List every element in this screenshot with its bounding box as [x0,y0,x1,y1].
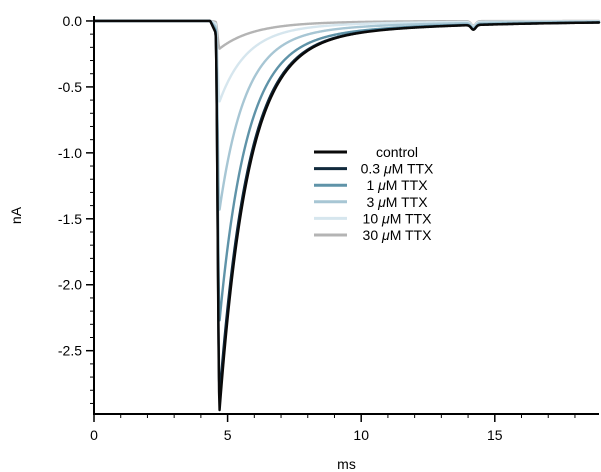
trace-0-3 [92,19,601,397]
legend-label: 30 μM TTX [363,227,433,243]
trace-1 [92,19,601,322]
legend-label: 10 μM TTX [363,210,433,226]
x-tick-label: 10 [353,427,369,443]
y-tick-label: 0.0 [63,13,83,29]
axes-layer [93,16,599,415]
y-axis-title: nA [8,206,24,224]
traces-layer [92,19,601,412]
y-tick-label: -1.0 [58,145,82,161]
trace-control [92,19,601,412]
y-tick-label: -1.5 [58,211,82,227]
ticks-layer: 0 5 10 15 0.0 -0.5 -1.0 -1.5 -2.0 -2.5 [58,13,576,443]
x-tick-label: 15 [487,427,503,443]
y-tick-label: -2.5 [58,343,82,359]
legend-label: control [376,144,418,160]
x-tick-label: 5 [224,427,232,443]
legend-label: 0.3 μM TTX [361,161,434,177]
x-axis-title: ms [337,456,356,472]
legend-label: 1 μM TTX [366,177,428,193]
legend-label: 3 μM TTX [366,194,428,210]
trace-3 [92,19,601,211]
y-tick-label: -2.0 [58,277,82,293]
y-tick-label: -0.5 [58,79,82,95]
x-tick-label: 0 [90,427,98,443]
